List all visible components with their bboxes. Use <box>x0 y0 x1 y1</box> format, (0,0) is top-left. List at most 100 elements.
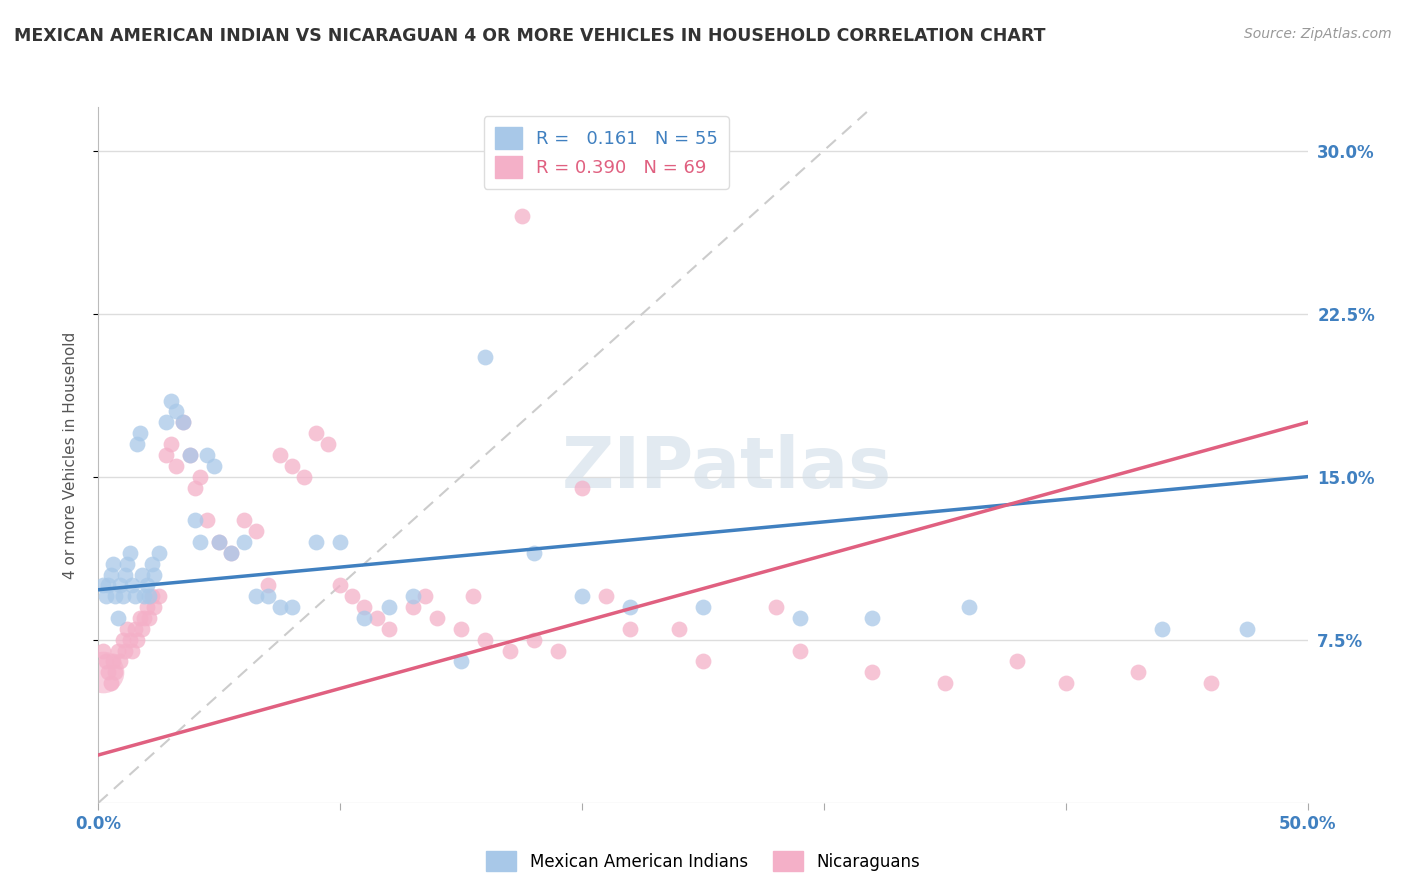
Point <box>94 655 117 669</box>
Point <box>121 643 143 657</box>
Point <box>353 611 375 625</box>
Point <box>118 546 141 560</box>
Point <box>107 611 129 625</box>
Point <box>232 535 254 549</box>
Point <box>97 578 120 592</box>
Point <box>860 665 883 680</box>
Point <box>127 632 149 647</box>
Point <box>135 600 157 615</box>
Point <box>377 622 399 636</box>
Point <box>1199 676 1222 690</box>
Y-axis label: 4 or more Vehicles in Household: 4 or more Vehicles in Household <box>63 331 77 579</box>
Point <box>155 448 177 462</box>
Point <box>101 655 124 669</box>
Point <box>143 600 166 615</box>
Point <box>138 589 160 603</box>
Point <box>179 448 201 462</box>
Point <box>402 589 425 603</box>
Point <box>221 546 243 560</box>
Point <box>204 458 226 473</box>
Point <box>160 393 183 408</box>
Point <box>281 600 304 615</box>
Point <box>474 632 496 647</box>
Point <box>160 437 183 451</box>
Point <box>619 600 641 615</box>
Point <box>104 665 127 680</box>
Point <box>184 513 207 527</box>
Point <box>188 535 211 549</box>
Point <box>188 469 211 483</box>
Point <box>426 611 449 625</box>
Point <box>172 415 194 429</box>
Point <box>510 209 533 223</box>
Point <box>100 676 122 690</box>
Point <box>789 611 811 625</box>
Point <box>148 589 170 603</box>
Point <box>118 632 141 647</box>
Point <box>128 611 150 625</box>
Point <box>208 535 231 549</box>
Point <box>208 535 231 549</box>
Text: Source: ZipAtlas.com: Source: ZipAtlas.com <box>1244 27 1392 41</box>
Point <box>135 578 157 592</box>
Point <box>1054 676 1077 690</box>
Point <box>1152 622 1174 636</box>
Point <box>934 676 956 690</box>
Point <box>138 611 160 625</box>
Point <box>108 655 131 669</box>
Point <box>111 632 134 647</box>
Point <box>141 589 163 603</box>
Point <box>305 426 328 441</box>
Point <box>342 589 364 603</box>
Point <box>498 643 520 657</box>
Point <box>128 426 150 441</box>
Point <box>131 622 153 636</box>
Point <box>165 404 187 418</box>
Point <box>195 513 218 527</box>
Point <box>134 589 156 603</box>
Point <box>402 600 425 615</box>
Point <box>100 567 122 582</box>
Point <box>124 622 146 636</box>
Point <box>121 578 143 592</box>
Point <box>474 350 496 364</box>
Point <box>91 578 114 592</box>
Point <box>329 578 352 592</box>
Point <box>366 611 388 625</box>
Point <box>1128 665 1150 680</box>
Text: MEXICAN AMERICAN INDIAN VS NICARAGUAN 4 OR MORE VEHICLES IN HOUSEHOLD CORRELATIO: MEXICAN AMERICAN INDIAN VS NICARAGUAN 4 … <box>14 27 1046 45</box>
Point <box>104 589 127 603</box>
Point <box>269 600 291 615</box>
Point <box>256 578 278 592</box>
Point <box>595 589 617 603</box>
Point <box>329 535 352 549</box>
Point <box>571 481 593 495</box>
Point <box>571 589 593 603</box>
Point <box>413 589 436 603</box>
Point <box>195 448 218 462</box>
Point <box>143 567 166 582</box>
Point <box>692 600 714 615</box>
Point <box>860 611 883 625</box>
Point <box>463 589 485 603</box>
Point <box>269 448 291 462</box>
Point <box>450 622 472 636</box>
Point <box>256 589 278 603</box>
Point <box>619 622 641 636</box>
Point <box>692 655 714 669</box>
Point <box>377 600 399 615</box>
Point <box>184 481 207 495</box>
Point <box>108 578 131 592</box>
Point <box>97 665 120 680</box>
Point <box>127 437 149 451</box>
Point <box>101 557 124 571</box>
Point <box>114 567 136 582</box>
Point <box>245 524 267 538</box>
Point <box>179 448 201 462</box>
Point <box>114 643 136 657</box>
Point <box>668 622 690 636</box>
Point <box>523 632 546 647</box>
Point <box>450 655 472 669</box>
Point <box>165 458 187 473</box>
Point <box>1236 622 1258 636</box>
